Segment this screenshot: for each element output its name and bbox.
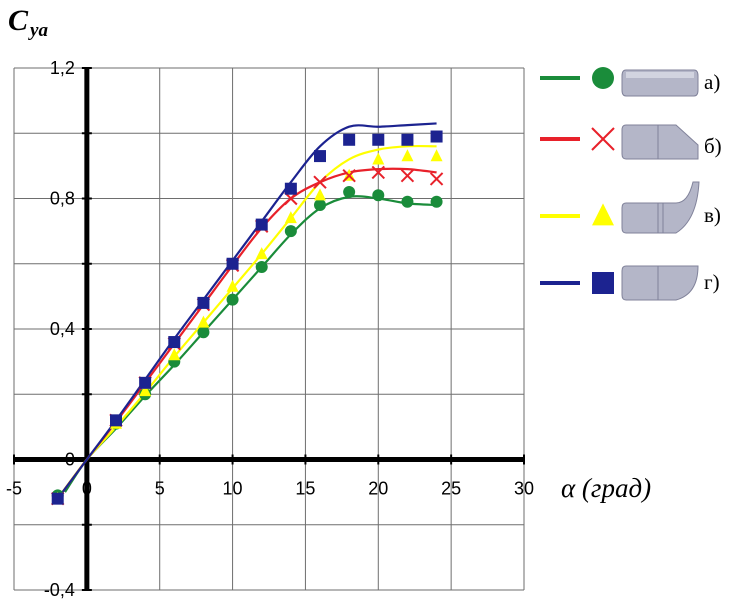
data-point-3 (226, 257, 239, 270)
y-tick-label: 0,8 (50, 189, 75, 209)
y-tick-label: 0 (65, 450, 75, 470)
data-point-2 (284, 211, 297, 224)
series-layer (51, 122, 444, 506)
legend-marker-2 (592, 203, 614, 226)
data-point-0 (284, 225, 297, 238)
data-point-3 (430, 130, 443, 143)
x-tick-label: 0 (82, 479, 92, 499)
legend-label-d: г) (704, 270, 720, 294)
data-point-3 (168, 336, 181, 349)
legend-label-b: б) (704, 134, 722, 158)
data-point-0 (314, 199, 326, 212)
axes (13, 67, 525, 591)
data-point-0 (255, 261, 268, 274)
x-tick-label: 30 (514, 479, 534, 499)
legend-icon-a (621, 69, 699, 97)
tick-labels: -5 0 5 10 15 20 25 30 -0,4 0 0,4 0,8 1,2 (6, 58, 534, 600)
data-point-0 (401, 195, 414, 208)
data-point-1 (429, 172, 444, 186)
x-tick-label: 15 (295, 479, 315, 499)
data-point-3 (139, 376, 152, 389)
data-point-3 (343, 133, 356, 146)
x-tick-label: 5 (155, 479, 165, 499)
x-tick-label: 20 (368, 479, 388, 499)
data-point-2 (139, 384, 152, 397)
data-point-2 (168, 348, 181, 361)
data-point-0 (430, 195, 443, 208)
legend-label-a: а) (704, 70, 721, 94)
y-tick-label: -0,4 (44, 580, 75, 600)
y-tick-label: 1,2 (50, 58, 75, 78)
data-point-0 (197, 326, 210, 339)
data-point-3 (314, 150, 326, 163)
data-point-2 (226, 279, 239, 292)
data-point-0 (226, 293, 239, 306)
data-point-3 (110, 414, 122, 427)
x-axis-title: α (град) (561, 473, 652, 503)
data-point-3 (284, 182, 297, 195)
data-point-3 (51, 492, 64, 505)
legend-icon-d (621, 265, 699, 301)
data-point-0 (343, 185, 356, 198)
data-point-2 (197, 315, 210, 328)
data-point-3 (372, 133, 385, 146)
x-tick-label: 10 (223, 479, 243, 499)
data-point-1 (400, 168, 415, 183)
data-point-3 (255, 218, 268, 231)
data-point-0 (372, 189, 385, 202)
data-point-2 (255, 247, 268, 260)
data-point-3 (401, 133, 414, 146)
data-point-1 (313, 175, 327, 189)
legend (540, 67, 700, 301)
data-point-2 (401, 149, 414, 162)
series-line-3 (56, 122, 437, 500)
data-point-3 (197, 296, 210, 309)
legend-marker-1 (591, 127, 615, 151)
x-tick-label: -5 (6, 479, 22, 499)
y-axis-title-main: C (8, 4, 29, 37)
legend-icon-b (621, 124, 699, 160)
data-point-2 (314, 188, 326, 201)
y-tick-label: 0,4 (50, 319, 75, 339)
legend-icon-c (621, 181, 700, 234)
data-point-1 (342, 168, 356, 183)
legend-label-c: в) (704, 203, 721, 227)
data-point-2 (430, 149, 443, 162)
x-tick-label: 25 (441, 479, 461, 499)
data-point-1 (371, 165, 385, 180)
legend-marker-0 (592, 67, 614, 89)
legend-marker-3 (592, 272, 614, 294)
y-axis-title-sub: ya (30, 20, 48, 41)
series-line-1 (56, 167, 437, 500)
data-point-2 (372, 152, 385, 165)
